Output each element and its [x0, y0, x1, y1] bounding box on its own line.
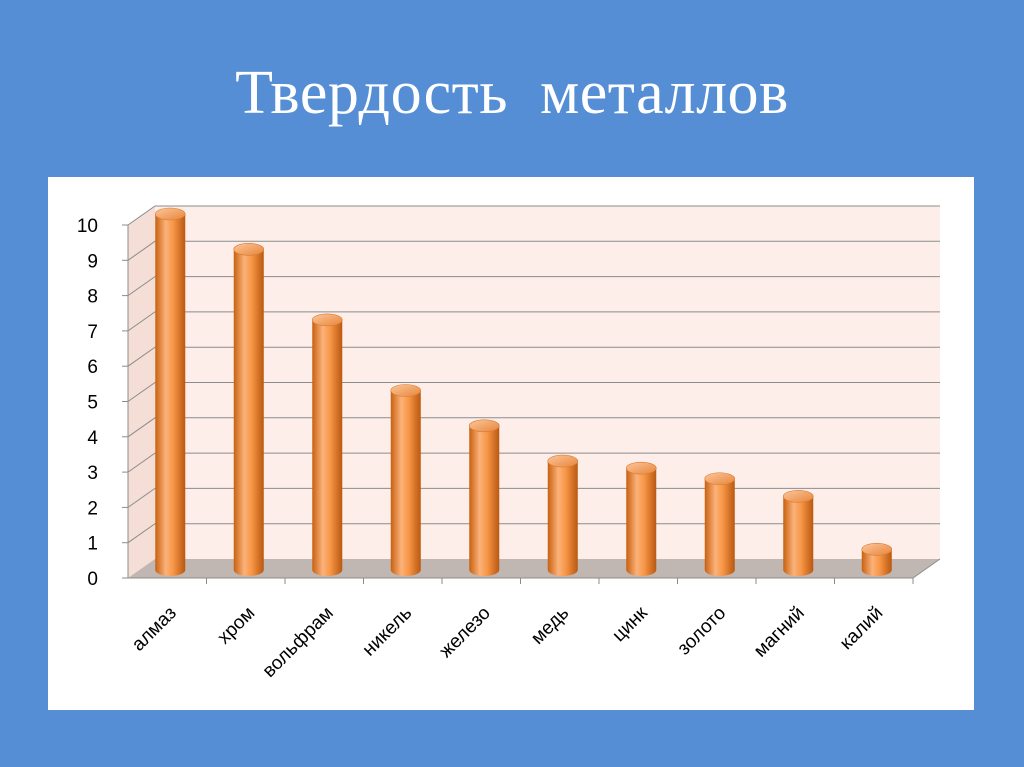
bar-body	[547, 461, 578, 576]
gridline	[127, 311, 940, 332]
bar-top	[468, 419, 500, 433]
bar	[782, 490, 814, 576]
gridline	[127, 452, 940, 473]
gridline	[127, 346, 940, 367]
category-label: магний	[750, 603, 809, 662]
bar	[233, 243, 265, 577]
bar-body	[783, 496, 814, 576]
chart-frame: 0 1 2 3 4 5 6 7 8 9 10 алмаз хром вольфрам никель желез…	[48, 177, 974, 710]
bar-top	[547, 454, 579, 468]
gridline	[127, 487, 940, 508]
y-tick-label: 5	[87, 393, 98, 414]
category-label: железо	[435, 603, 494, 662]
bar	[311, 313, 343, 576]
bar-body	[626, 468, 657, 576]
bar-top	[704, 472, 736, 486]
gridline	[127, 205, 940, 226]
bar-top	[861, 543, 893, 556]
bar-body	[390, 390, 421, 576]
y-tick-label: 6	[87, 357, 98, 378]
bar-body	[469, 425, 500, 576]
bar-body	[233, 249, 264, 577]
bar	[625, 461, 657, 576]
bar	[390, 384, 422, 576]
category-label: калий	[836, 603, 887, 654]
y-tick-label: 10	[77, 216, 98, 237]
category-label: вольфрам	[259, 603, 338, 682]
bar-top	[154, 207, 186, 221]
category-label: золото	[674, 603, 731, 660]
slide-title: Твердость металлов	[235, 59, 789, 127]
gridline	[127, 417, 940, 438]
y-tick-label: 4	[87, 428, 98, 449]
y-tick-label: 3	[87, 463, 98, 484]
y-tick-label: 9	[87, 251, 98, 272]
gridline	[127, 523, 940, 544]
gridline	[127, 382, 940, 402]
bar	[704, 472, 736, 576]
y-tick-label: 1	[87, 534, 98, 555]
category-label: хром	[214, 603, 260, 649]
bar-top	[390, 384, 422, 397]
bar-top	[625, 461, 657, 475]
y-tick-label: 2	[87, 498, 98, 519]
bar	[468, 419, 500, 576]
gridline	[127, 240, 940, 261]
gridline	[127, 276, 940, 297]
category-label: медь	[527, 603, 573, 649]
bar-body	[704, 478, 735, 576]
bar-chart: 0 1 2 3 4 5 6 7 8 9 10 алмаз хром вольфрам никель желез…	[77, 205, 941, 682]
bar	[861, 543, 893, 576]
bar-top	[782, 490, 814, 503]
y-tick-label: 8	[87, 287, 98, 308]
bar-body	[155, 214, 186, 576]
category-label: алмаз	[128, 603, 181, 656]
category-label: цинк	[608, 602, 652, 646]
bar	[154, 207, 186, 576]
bar-top	[311, 313, 343, 327]
y-tick-label: 0	[87, 569, 98, 590]
floor-edge	[912, 558, 941, 579]
bar-body	[312, 319, 343, 576]
bar	[547, 454, 579, 576]
bar-top	[233, 243, 265, 256]
y-tick-label: 7	[87, 322, 98, 343]
category-label: никель	[359, 603, 417, 661]
bar-body	[861, 549, 892, 576]
